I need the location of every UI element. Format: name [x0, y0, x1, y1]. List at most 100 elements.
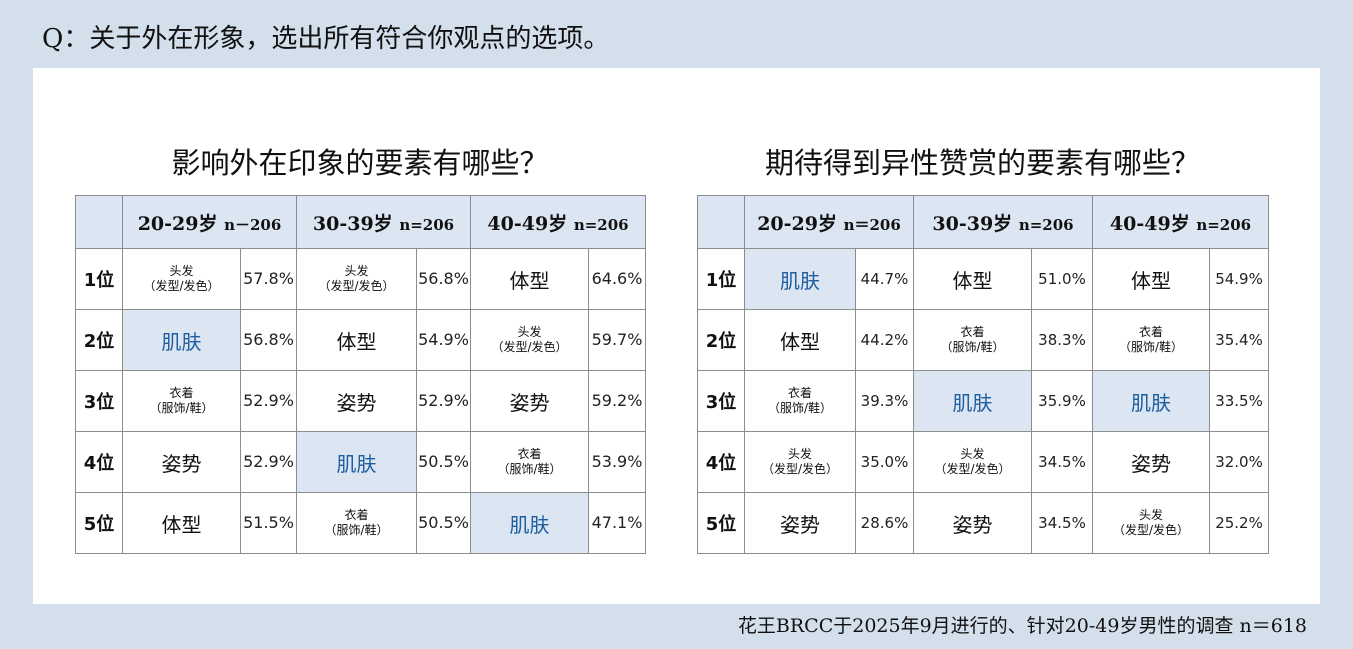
highlighted-item-cell: 肌肤 [913, 370, 1032, 432]
item-cell: 姿势 [1092, 431, 1211, 493]
age-group-label: 20-29岁 [757, 212, 837, 235]
header-row: 20-29岁 n＝206 30-39岁 n=206 40-49岁 n=206 [697, 195, 1270, 249]
item-cell: 衣着 （服饰/鞋） [122, 370, 241, 432]
percentage-cell: 50.5% [415, 431, 472, 493]
item-label: 头发 [169, 264, 194, 278]
item-label: 肌肤 [952, 390, 993, 415]
item-sublabel: （服饰/鞋） [149, 401, 214, 415]
item-sublabel: （发型/发色） [318, 279, 395, 293]
item-label: 衣着 [960, 325, 985, 339]
item-label: 姿势 [336, 390, 377, 415]
sample-size-label: n＝206 [843, 215, 901, 234]
item-cell: 姿势 [470, 370, 590, 432]
rank-cell: 4位 [697, 431, 745, 493]
item-label: 头发 [517, 325, 542, 339]
table-row: 2位 体型 44.2% 衣着 （服饰/鞋） 38.3% 衣着 （服饰/鞋） 35.4% [697, 309, 1270, 371]
table-row: 3位 衣着 （服饰/鞋） 52.9% 姿势 52.9% 姿势 59.2% [75, 370, 647, 432]
rank-cell: 2位 [75, 309, 123, 371]
item-cell: 头发 （发型/发色） [296, 248, 417, 310]
item-label: 肌肤 [1131, 390, 1172, 415]
age-group-label: 30-39岁 [932, 212, 1013, 235]
item-label: 姿势 [952, 512, 993, 537]
rank-cell: 3位 [697, 370, 745, 432]
item-cell: 衣着 （服饰/鞋） [470, 431, 590, 493]
impression-factors-block: 影响外在印象的要素有哪些？ 20-29岁 n－206 30-39岁 n=206 40… [75, 140, 647, 554]
item-label: 体型 [161, 512, 202, 537]
item-cell: 头发 （发型/发色） [913, 431, 1032, 493]
item-label: 衣着 [517, 447, 542, 461]
percentage-cell: 64.6% [588, 248, 647, 310]
item-sublabel: （发型/发色） [1112, 523, 1190, 537]
age-group-header: 30-39岁 n=206 [295, 195, 472, 249]
table-row: 5位 姿势 28.6% 姿势 34.5% 头发 （发型/发色） 25.2% [697, 492, 1270, 554]
highlighted-item-cell: 肌肤 [470, 492, 590, 554]
item-label: 体型 [780, 329, 820, 354]
rank-cell: 3位 [75, 370, 123, 432]
highlighted-item-cell: 肌肤 [296, 431, 417, 493]
item-label: 姿势 [161, 451, 202, 476]
item-sublabel: （发型/发色） [143, 279, 220, 293]
item-sublabel: （服饰/鞋） [767, 401, 833, 415]
percentage-cell: 54.9% [1209, 248, 1270, 310]
age-group-header: 40-49岁 n=206 [470, 195, 647, 249]
percentage-cell: 51.5% [240, 492, 297, 554]
percentage-cell: 33.5% [1209, 370, 1270, 432]
age-group-header: 30-39岁 n=206 [912, 195, 1094, 249]
rank-cell: 5位 [75, 492, 123, 554]
item-label: 头发 [1139, 508, 1164, 522]
percentage-cell: 50.5% [415, 492, 472, 554]
item-cell: 衣着 （服饰/鞋） [1092, 309, 1211, 371]
percentage-cell: 56.8% [240, 309, 297, 371]
percentage-cell: 51.0% [1030, 248, 1094, 310]
percentage-cell: 56.8% [415, 248, 472, 310]
age-group-label: 20-29岁 [137, 212, 218, 235]
item-label: 体型 [509, 268, 550, 293]
percentage-cell: 25.2% [1209, 492, 1270, 554]
highlighted-item-cell: 肌肤 [122, 309, 241, 371]
item-cell: 头发 （发型/发色） [744, 431, 856, 493]
item-label: 肌肤 [161, 329, 202, 354]
item-cell: 体型 [744, 309, 856, 371]
table-header: 20-29岁 n－206 30-39岁 n=206 40-49岁 n=206 [75, 195, 647, 249]
admired-factors-title: 期待得到异性赞赏的要素有哪些？ [764, 146, 1200, 180]
header-row: 20-29岁 n－206 30-39岁 n=206 40-49岁 n=206 [75, 195, 647, 249]
percentage-cell: 28.6% [855, 492, 914, 554]
age-group-label: 30-39岁 [312, 212, 393, 235]
table-header: 20-29岁 n＝206 30-39岁 n=206 40-49岁 n=206 [697, 195, 1270, 249]
item-label: 头发 [344, 264, 369, 278]
percentage-cell: 39.3% [855, 370, 914, 432]
age-group-header: 20-29岁 n＝206 [744, 195, 914, 249]
table-body: 1位 肌肤 44.7% 体型 51.0% 体型 54.9% 2位 体型 44.2% 衣着 （服饰/鞋）… [697, 248, 1270, 554]
rank-cell: 2位 [697, 309, 745, 371]
item-cell: 衣着 （服饰/鞋） [296, 492, 417, 554]
percentage-cell: 32.0% [1209, 431, 1270, 493]
impression-factors-table: 20-29岁 n－206 30-39岁 n=206 40-49岁 n=206 1位 头发… [75, 195, 647, 554]
item-cell: 体型 [122, 492, 241, 554]
item-cell: 体型 [913, 248, 1032, 310]
percentage-cell: 38.3% [1030, 309, 1094, 371]
rank-cell: 1位 [75, 248, 123, 310]
item-label: 姿势 [1131, 451, 1172, 476]
item-label: 肌肤 [336, 451, 377, 476]
highlighted-item-cell: 肌肤 [744, 248, 856, 310]
item-sublabel: （服饰/鞋） [940, 340, 1005, 354]
survey-footnote: 花王BRCC于2025年9月进行的、针对20-49岁男性的调查 n＝618 [737, 615, 1307, 637]
header-corner [75, 195, 123, 249]
percentage-cell: 44.2% [855, 309, 914, 371]
table-row: 4位 头发 （发型/发色） 35.0% 头发 （发型/发色） 34.5% 姿势 32.0% [697, 431, 1270, 493]
age-group-header: 20-29岁 n－206 [122, 195, 297, 249]
item-cell: 头发 （发型/发色） [1092, 492, 1211, 554]
item-sublabel: （服饰/鞋） [497, 462, 562, 476]
item-sublabel: （服饰/鞋） [1118, 340, 1184, 354]
rank-cell: 1位 [697, 248, 745, 310]
admired-factors-table: 20-29岁 n＝206 30-39岁 n=206 40-49岁 n=206 1位 肌肤… [697, 195, 1270, 554]
table-row: 4位 姿势 52.9% 肌肤 50.5% 衣着 （服饰/鞋） 53.9% [75, 431, 647, 493]
rank-cell: 4位 [75, 431, 123, 493]
item-sublabel: （服饰/鞋） [324, 523, 389, 537]
percentage-cell: 34.5% [1030, 431, 1094, 493]
percentage-cell: 35.0% [855, 431, 914, 493]
item-label: 体型 [952, 268, 993, 293]
rank-cell: 5位 [697, 492, 745, 554]
item-cell: 体型 [296, 309, 417, 371]
item-label: 体型 [336, 329, 377, 354]
